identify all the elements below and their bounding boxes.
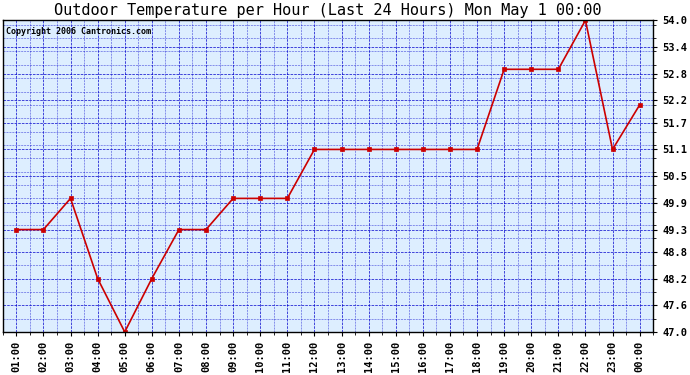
- Title: Outdoor Temperature per Hour (Last 24 Hours) Mon May 1 00:00: Outdoor Temperature per Hour (Last 24 Ho…: [55, 3, 602, 18]
- Text: Copyright 2006 Cantronics.com: Copyright 2006 Cantronics.com: [6, 27, 151, 36]
